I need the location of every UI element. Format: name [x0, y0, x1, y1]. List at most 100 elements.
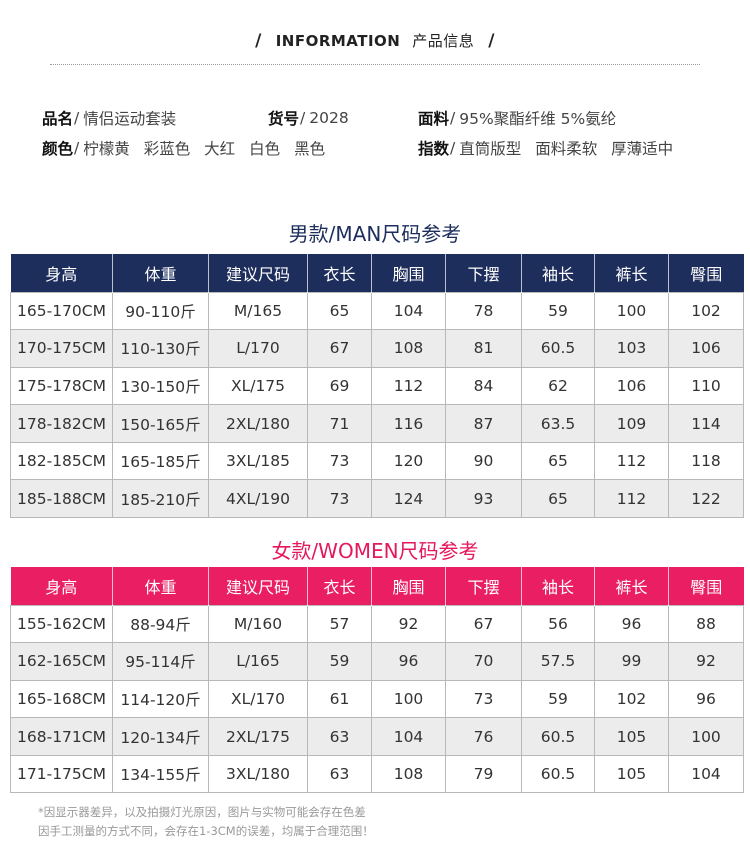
man-table-cell: 110	[668, 366, 744, 406]
man-table-cell: 84	[445, 366, 522, 406]
man-table-row: 170-175CM 110-130斤 L/170 67 108 81 60.5 103 106	[10, 329, 744, 368]
man-table-cell: 81	[445, 329, 522, 368]
man-table-cell: 185-210斤	[112, 479, 209, 519]
women-table-cell: 61	[307, 679, 372, 719]
header-slash-right: /	[488, 31, 495, 51]
women-table-cell: 134-155斤	[112, 754, 209, 794]
women-table-cell: 120-134斤	[112, 717, 209, 756]
man-header-cell: 身高	[10, 254, 113, 292]
info-sep: /	[450, 139, 456, 157]
women-table-cell: 59	[521, 679, 595, 719]
man-table-row: 185-188CM 185-210斤 4XL/190 73 124 93 65 112 122	[10, 479, 744, 519]
man-table-cell: 106	[668, 329, 744, 368]
man-table-cell: 122	[668, 479, 744, 519]
man-table-cell: 63.5	[521, 404, 595, 443]
info-index-key: 指数	[418, 140, 450, 158]
color-option: 柠檬黄	[83, 140, 130, 158]
women-table-cell: 63	[307, 754, 372, 794]
women-table-cell: 59	[307, 642, 372, 681]
note-line-1: *因显示器差异，以及拍摄灯光原因，图片与实物可能会存在色差	[38, 805, 366, 819]
man-table-cell: 165-170CM	[10, 291, 113, 331]
women-header-cell: 下摆	[445, 567, 522, 605]
women-table-cell: 95-114斤	[112, 642, 209, 681]
info-code-value: 2028	[309, 109, 349, 127]
man-table-cell: 71	[307, 404, 372, 443]
dotted-divider	[50, 64, 700, 65]
women-table-cell: 79	[445, 754, 522, 794]
man-table-cell: 108	[371, 329, 446, 368]
info-row-1: 品名 / 情侣运动套装 货号 / 2028 面料 / 95%聚酯纤维 5%氨纶	[42, 103, 722, 133]
women-table-cell: XL/170	[208, 679, 308, 719]
man-table-cell: 65	[521, 479, 595, 519]
info-name-value: 情侣运动套装	[83, 110, 177, 128]
women-header-cell: 体重	[112, 567, 209, 605]
women-table-cell: 56	[521, 604, 595, 644]
women-table-row: 168-171CM 120-134斤 2XL/175 63 104 76 60.5 105 10…	[10, 717, 744, 756]
man-table-cell: 67	[307, 329, 372, 368]
man-header-cell: 建议尺码	[208, 254, 308, 292]
women-table-cell: 60.5	[521, 754, 595, 794]
man-table-cell: 103	[594, 329, 669, 368]
info-fabric: 面料 / 95%聚酯纤维 5%氨纶	[418, 107, 718, 129]
info-sep: /	[450, 109, 456, 127]
info-colors: 颜色 / 柠檬黄 彩蓝色 大红 白色 黑色	[42, 137, 418, 159]
man-table-cell: 120	[371, 441, 446, 481]
header-title-cn: 产品信息	[412, 32, 475, 50]
info-sep: /	[74, 139, 80, 157]
info-row-2: 颜色 / 柠檬黄 彩蓝色 大红 白色 黑色 指数 / 直筒版型 面料柔软 厚薄适…	[42, 133, 722, 163]
women-table-cell: 108	[371, 754, 446, 794]
man-table-row: 165-170CM 90-110斤 M/165 65 104 78 59 100 102	[10, 291, 744, 331]
women-table-cell: 162-165CM	[10, 642, 113, 681]
man-header-cell: 袖长	[521, 254, 595, 292]
women-table-cell: 104	[668, 754, 744, 794]
women-table-cell: 88	[668, 604, 744, 644]
info-name: 品名 / 情侣运动套装	[42, 107, 268, 129]
man-table-cell: 170-175CM	[10, 329, 113, 368]
man-table-cell: 69	[307, 366, 372, 406]
women-table-cell: 105	[594, 754, 669, 794]
man-table-cell: 112	[594, 441, 669, 481]
info-fabric-key: 面料	[418, 110, 450, 128]
man-table-cell: 106	[594, 366, 669, 406]
man-table-cell: 114	[668, 404, 744, 443]
man-table-cell: 110-130斤	[112, 329, 209, 368]
info-sep: /	[300, 109, 306, 127]
women-table-cell: 92	[371, 604, 446, 644]
man-table-cell: 90-110斤	[112, 291, 209, 331]
man-table-cell: 185-188CM	[10, 479, 113, 519]
women-table-cell: 99	[594, 642, 669, 681]
man-table-cell: 118	[668, 441, 744, 481]
info-color-key: 颜色	[42, 140, 74, 158]
man-table-cell: 62	[521, 366, 595, 406]
women-table-cell: 63	[307, 717, 372, 756]
info-index: 指数 / 直筒版型 面料柔软 厚薄适中	[418, 137, 718, 159]
man-table-cell: 150-165斤	[112, 404, 209, 443]
man-table-cell: 87	[445, 404, 522, 443]
women-table-cell: 104	[371, 717, 446, 756]
color-option: 黑色	[294, 140, 326, 158]
man-table-cell: L/170	[208, 329, 308, 368]
women-table-cell: 67	[445, 604, 522, 644]
women-table-cell: 171-175CM	[10, 754, 113, 794]
women-table-cell: 70	[445, 642, 522, 681]
header-slash-left: /	[255, 31, 262, 51]
women-table-cell: 76	[445, 717, 522, 756]
man-table-cell: 109	[594, 404, 669, 443]
women-header-cell: 袖长	[521, 567, 595, 605]
man-size-table: 身高 体重 建议尺码 衣长 胸围 下摆 袖长 裤长 臀围 165-170CM 90-110斤 M/1…	[10, 254, 744, 519]
women-table-cell: 92	[668, 642, 744, 681]
info-color-values: 柠檬黄 彩蓝色 大红 白色 黑色	[83, 137, 334, 159]
note-line-2: 因手工测量的方式不同，会存在1-3CM的误差，均属于合理范围！	[38, 824, 374, 838]
man-table-cell: 93	[445, 479, 522, 519]
women-table-cell: M/160	[208, 604, 308, 644]
info-code: 货号 / 2028	[268, 107, 418, 129]
color-option: 彩蓝色	[143, 140, 191, 158]
man-table-cell: 60.5	[521, 329, 595, 368]
women-table-cell: 73	[445, 679, 522, 719]
info-index-values: 直筒版型 面料柔软 厚薄适中	[459, 137, 682, 159]
women-table-row: 162-165CM 95-114斤 L/165 59 96 70 57.5 99 92	[10, 642, 744, 681]
women-header-cell: 身高	[10, 567, 113, 605]
women-table-cell: 96	[594, 604, 669, 644]
women-table-row: 171-175CM 134-155斤 3XL/180 63 108 79 60.5 105 10…	[10, 754, 744, 794]
disclaimer-note: *因显示器差异，以及拍摄灯光原因，图片与实物可能会存在色差 因手工测量的方式不同…	[38, 803, 374, 841]
